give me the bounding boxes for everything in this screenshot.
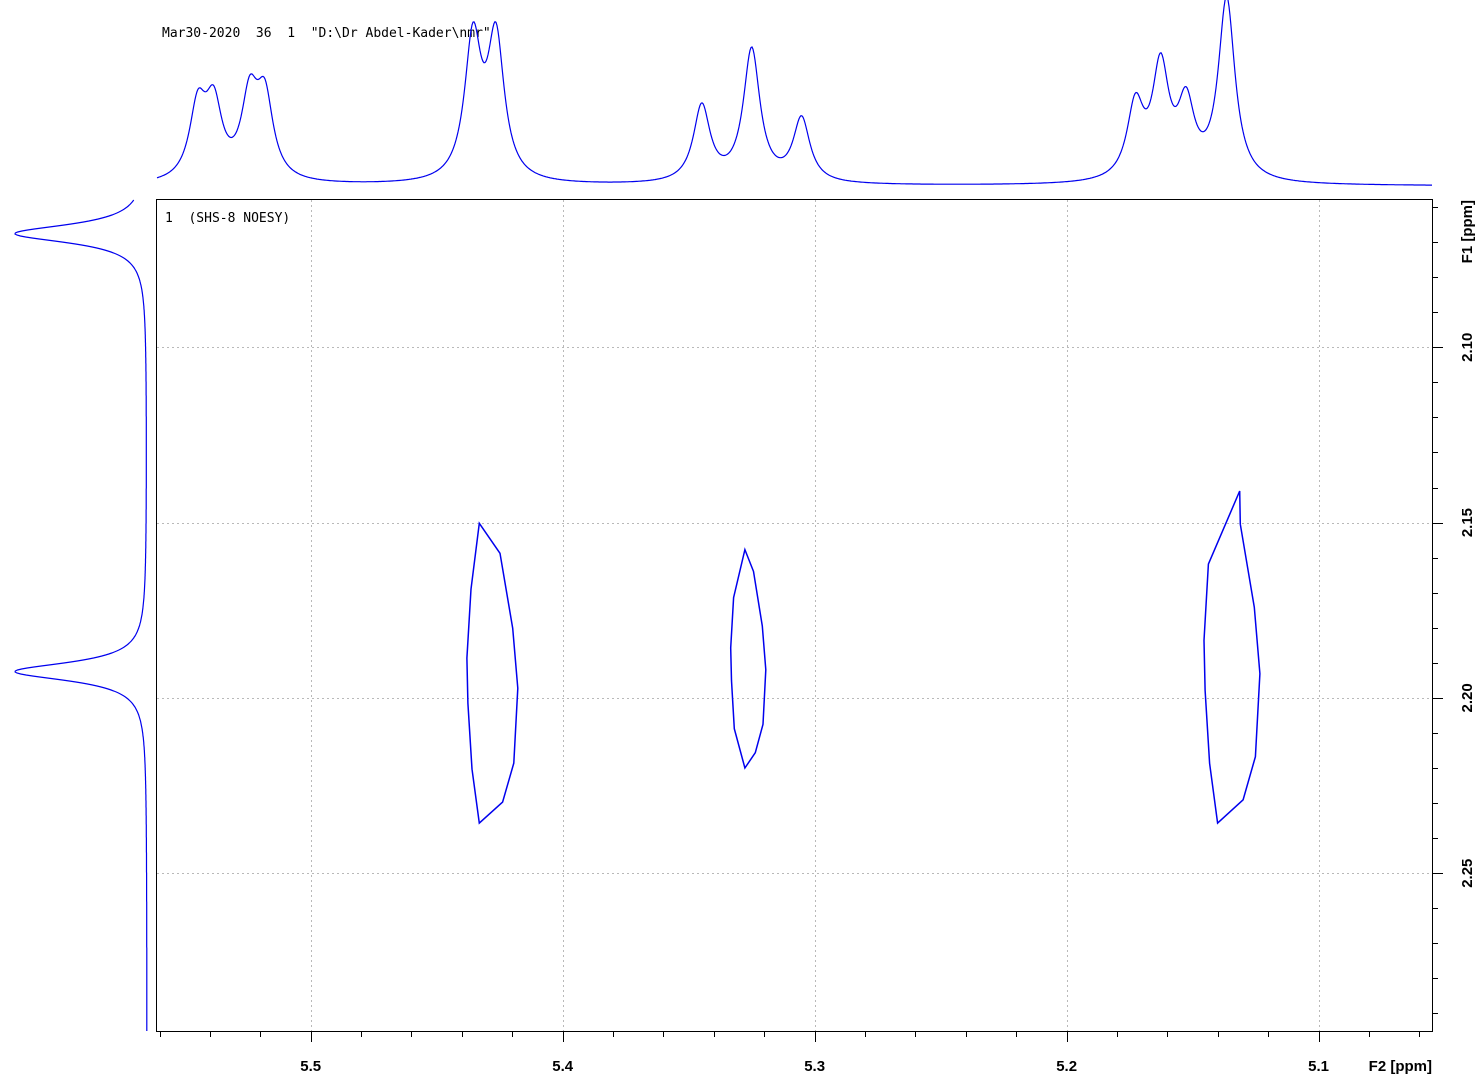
f1-projection-trace [14,199,148,1031]
x-tick-label: 5.3 [804,1058,825,1075]
y-tick-label: 2.10 [1459,333,1476,362]
x-tick-label: 5.2 [1056,1058,1077,1075]
cross-peak-1 [466,521,519,825]
x-tick-label: 5.4 [552,1058,574,1075]
f2-projection-trace [156,0,1432,186]
y-axis-label: F1 [ppm] [1459,200,1476,263]
plot-label: 1 (SHS-8 NOESY) [165,211,290,226]
cross-peak-2 [729,547,767,770]
grid [157,200,1432,1031]
x-axis: 5.5 5.4 5.3 5.2 5.1 [160,1031,1420,1075]
y-tick-label: 2.20 [1459,683,1476,712]
x-tick-label: 5.5 [300,1058,321,1075]
cross-peaks [466,490,1261,825]
header-text: Mar30-2020 36 1 "D:\Dr Abdel-Kader\nmr" [162,26,491,41]
x-tick-label: 5.1 [1308,1058,1329,1075]
plot-frame [156,199,1433,1032]
y-axis: 2.10 2.15 2.20 2.25 [1432,207,1476,1014]
cross-peak-3 [1203,490,1261,825]
y-tick-label: 2.25 [1459,859,1476,888]
y-tick-label: 2.15 [1459,508,1476,537]
x-axis-label: F2 [ppm] [1369,1058,1432,1075]
